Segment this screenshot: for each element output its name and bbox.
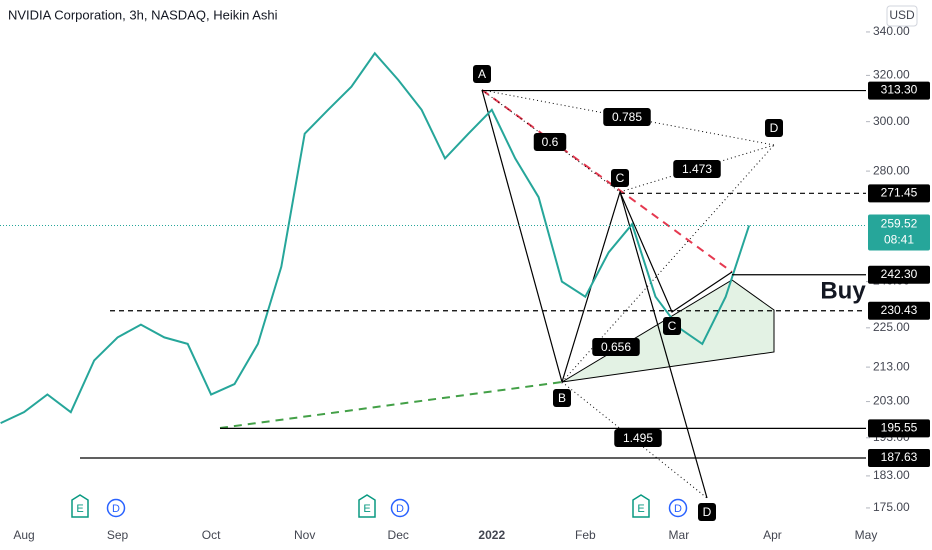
annotation-box — [765, 119, 783, 137]
x-tick-label: Nov — [294, 528, 315, 542]
event-badge — [390, 498, 410, 518]
level-box — [868, 184, 930, 203]
annotation-box — [533, 133, 567, 151]
x-tick-label: Apr — [763, 528, 782, 542]
event-badge — [71, 494, 89, 518]
annotation: 1.473 — [682, 162, 712, 176]
annotation: 1.495 — [623, 431, 653, 445]
level-box — [868, 301, 930, 320]
level-label: 271.45 — [881, 185, 918, 199]
annotation: A — [478, 67, 486, 81]
annotation-box — [603, 108, 651, 126]
level-box — [868, 419, 930, 438]
y-tick-label: 320.00 — [873, 68, 910, 82]
y-tick-label: 175.00 — [873, 500, 910, 514]
x-tick-label: Oct — [202, 528, 221, 542]
annotation: C — [616, 171, 625, 185]
annotation-box — [592, 338, 640, 356]
price-line — [0, 51, 751, 425]
event-badge — [106, 498, 126, 518]
level-label: 195.55 — [881, 421, 918, 435]
annotation: B — [558, 391, 566, 405]
annotation: 0.6 — [542, 135, 559, 149]
y-tick-label: 300.00 — [873, 114, 910, 128]
annotation: D — [770, 121, 779, 135]
event-label: D — [112, 503, 120, 515]
annotation-box — [553, 389, 571, 407]
y-tick-label: 203.00 — [873, 394, 910, 408]
x-tick-label: Mar — [669, 528, 690, 542]
annotation: 0.785 — [612, 110, 642, 124]
trend-line — [481, 89, 733, 273]
annotation-box — [673, 160, 721, 178]
trend-line — [219, 381, 563, 429]
level-label: 230.43 — [881, 303, 918, 317]
event-label: D — [396, 503, 404, 515]
y-tick-label: 225.00 — [873, 320, 910, 334]
annotation: C — [668, 319, 677, 333]
y-tick-label: 280.00 — [873, 163, 910, 177]
currency: USD — [889, 8, 915, 22]
level-label: 242.30 — [881, 267, 918, 281]
annotation-box — [663, 317, 681, 335]
y-tick-label: 213.00 — [873, 359, 910, 373]
event-badge — [358, 494, 376, 518]
x-tick-label: 2022 — [478, 528, 505, 542]
y-tick-label: 183.00 — [873, 468, 910, 482]
currency-box[interactable] — [886, 5, 918, 27]
event-label: E — [76, 503, 83, 515]
x-tick-label: Feb — [575, 528, 596, 542]
annotation-box — [473, 65, 491, 83]
annotation-box — [611, 169, 629, 187]
event-label: E — [637, 503, 644, 515]
level-box — [868, 81, 930, 100]
level-label: 187.63 — [881, 450, 918, 464]
pattern-line — [619, 191, 708, 499]
ratio-line — [481, 89, 621, 193]
signal: Buy — [820, 277, 866, 304]
x-tick-label: May — [855, 528, 878, 542]
event-badge — [632, 494, 650, 518]
level-box — [868, 448, 930, 467]
event-label: E — [363, 503, 370, 515]
last-price-label: 259.52 — [881, 217, 918, 231]
level-label: 313.30 — [881, 83, 918, 97]
chart-title: NVIDIA Corporation, 3h, NASDAQ, Heikin A… — [8, 7, 278, 22]
annotation: 0.656 — [601, 340, 631, 354]
annotation-box — [614, 429, 662, 447]
annotation-box — [698, 503, 716, 521]
x-tick-label: Sep — [107, 528, 129, 542]
annotation: D — [703, 505, 712, 519]
event-badge — [668, 498, 688, 518]
x-tick-label: Dec — [388, 528, 409, 542]
y-tick-label: 340.00 — [873, 24, 910, 38]
x-tick-label: Aug — [13, 528, 34, 542]
event-label: D — [674, 503, 682, 515]
countdown: 08:41 — [884, 233, 914, 247]
last-price-box — [868, 214, 930, 251]
level-box — [868, 265, 930, 284]
